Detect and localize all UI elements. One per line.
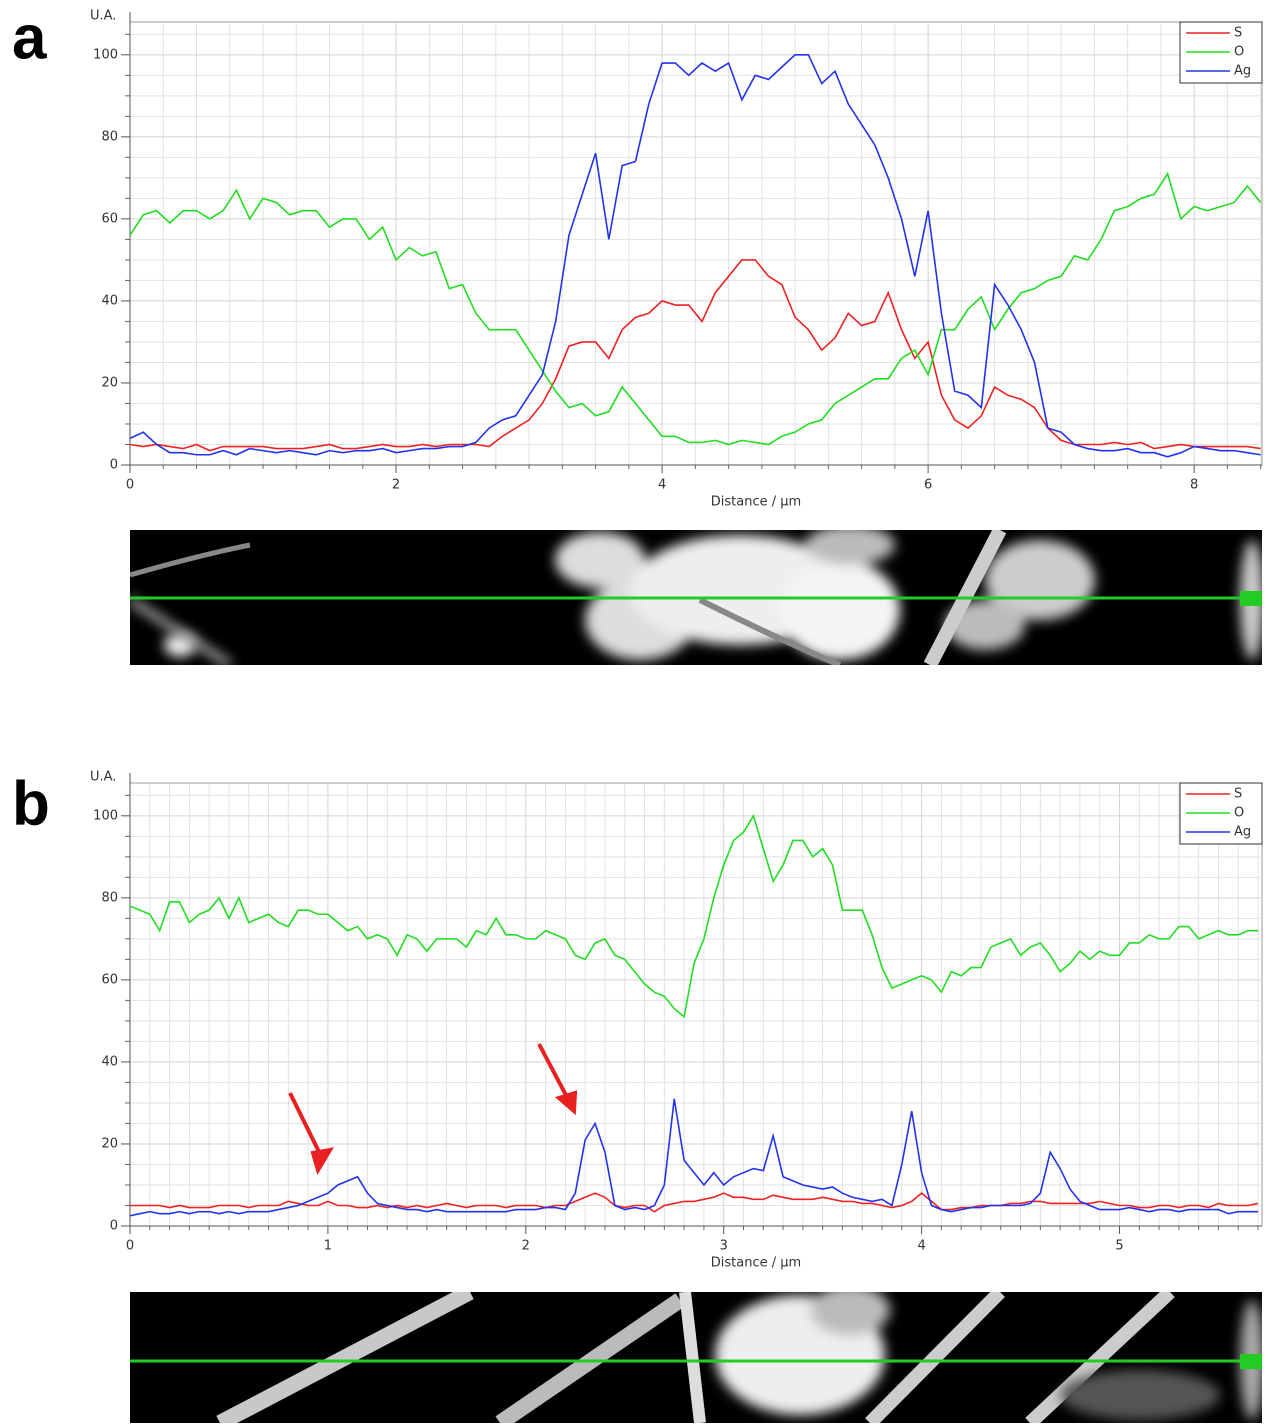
data-line [129, 54, 1261, 458]
y-tick-label: 60 [101, 972, 118, 987]
x-tick-label: 4 [917, 1239, 925, 1254]
data-line [130, 1192, 1259, 1213]
x-tick-label: 6 [924, 478, 932, 493]
legend: SO Ag [1179, 782, 1263, 845]
x-tick-label: 3 [720, 1239, 728, 1254]
panel-label: a [12, 3, 47, 72]
x-tick-label: 1 [324, 1239, 332, 1254]
legend-label: Ag [1234, 825, 1251, 840]
y-tick-label: 20 [101, 375, 118, 390]
x-tick-label: 4 [658, 478, 666, 493]
y-tick-label: 0 [110, 1219, 118, 1234]
x-tick-label: 0 [126, 1239, 134, 1254]
y-tick-label: 40 [101, 293, 118, 308]
x-axis-label: Distance / µm [711, 495, 801, 510]
legend-label: S [1234, 787, 1242, 802]
legend-label: S [1234, 26, 1242, 41]
y-tick-label: 0 [110, 458, 118, 473]
x-tick-label: 5 [1115, 1239, 1123, 1254]
legend-label: O [1234, 806, 1244, 821]
x-axis-label: Distance / µm [711, 1256, 801, 1271]
y-axis-label: U.A. [90, 9, 116, 24]
micrograph-b [130, 1292, 1262, 1423]
y-tick-label: 100 [93, 808, 118, 823]
plot-area [129, 782, 1263, 1227]
y-axis-label: U.A. [90, 770, 116, 785]
y-tick-label: 80 [101, 890, 118, 905]
y-tick-label: 100 [93, 47, 118, 62]
y-tick-label: 80 [101, 129, 118, 144]
legend-label: O [1234, 45, 1244, 60]
plot-area [129, 21, 1263, 466]
y-tick-label: 40 [101, 1054, 118, 1069]
x-tick-label: 8 [1190, 478, 1198, 493]
x-tick-label: 2 [522, 1239, 530, 1254]
legend: SO Ag [1179, 21, 1263, 84]
data-line [129, 259, 1261, 452]
chart: b 0 1 2 3 4 5 0 20 40 60 80 100 U.A. Distance / µm SO Ag [12, 769, 1263, 1271]
micrograph-a [130, 530, 1262, 665]
legend-label: Ag [1234, 64, 1251, 79]
y-tick-label: 20 [101, 1136, 118, 1151]
y-tick-label: 60 [101, 211, 118, 226]
x-tick-label: 0 [126, 478, 134, 493]
data-line [129, 813, 1259, 1019]
panel-label: b [12, 769, 50, 838]
data-line [129, 1098, 1259, 1217]
data-line [129, 171, 1262, 446]
arrows [288, 1043, 578, 1175]
x-tick-label: 2 [392, 478, 400, 493]
